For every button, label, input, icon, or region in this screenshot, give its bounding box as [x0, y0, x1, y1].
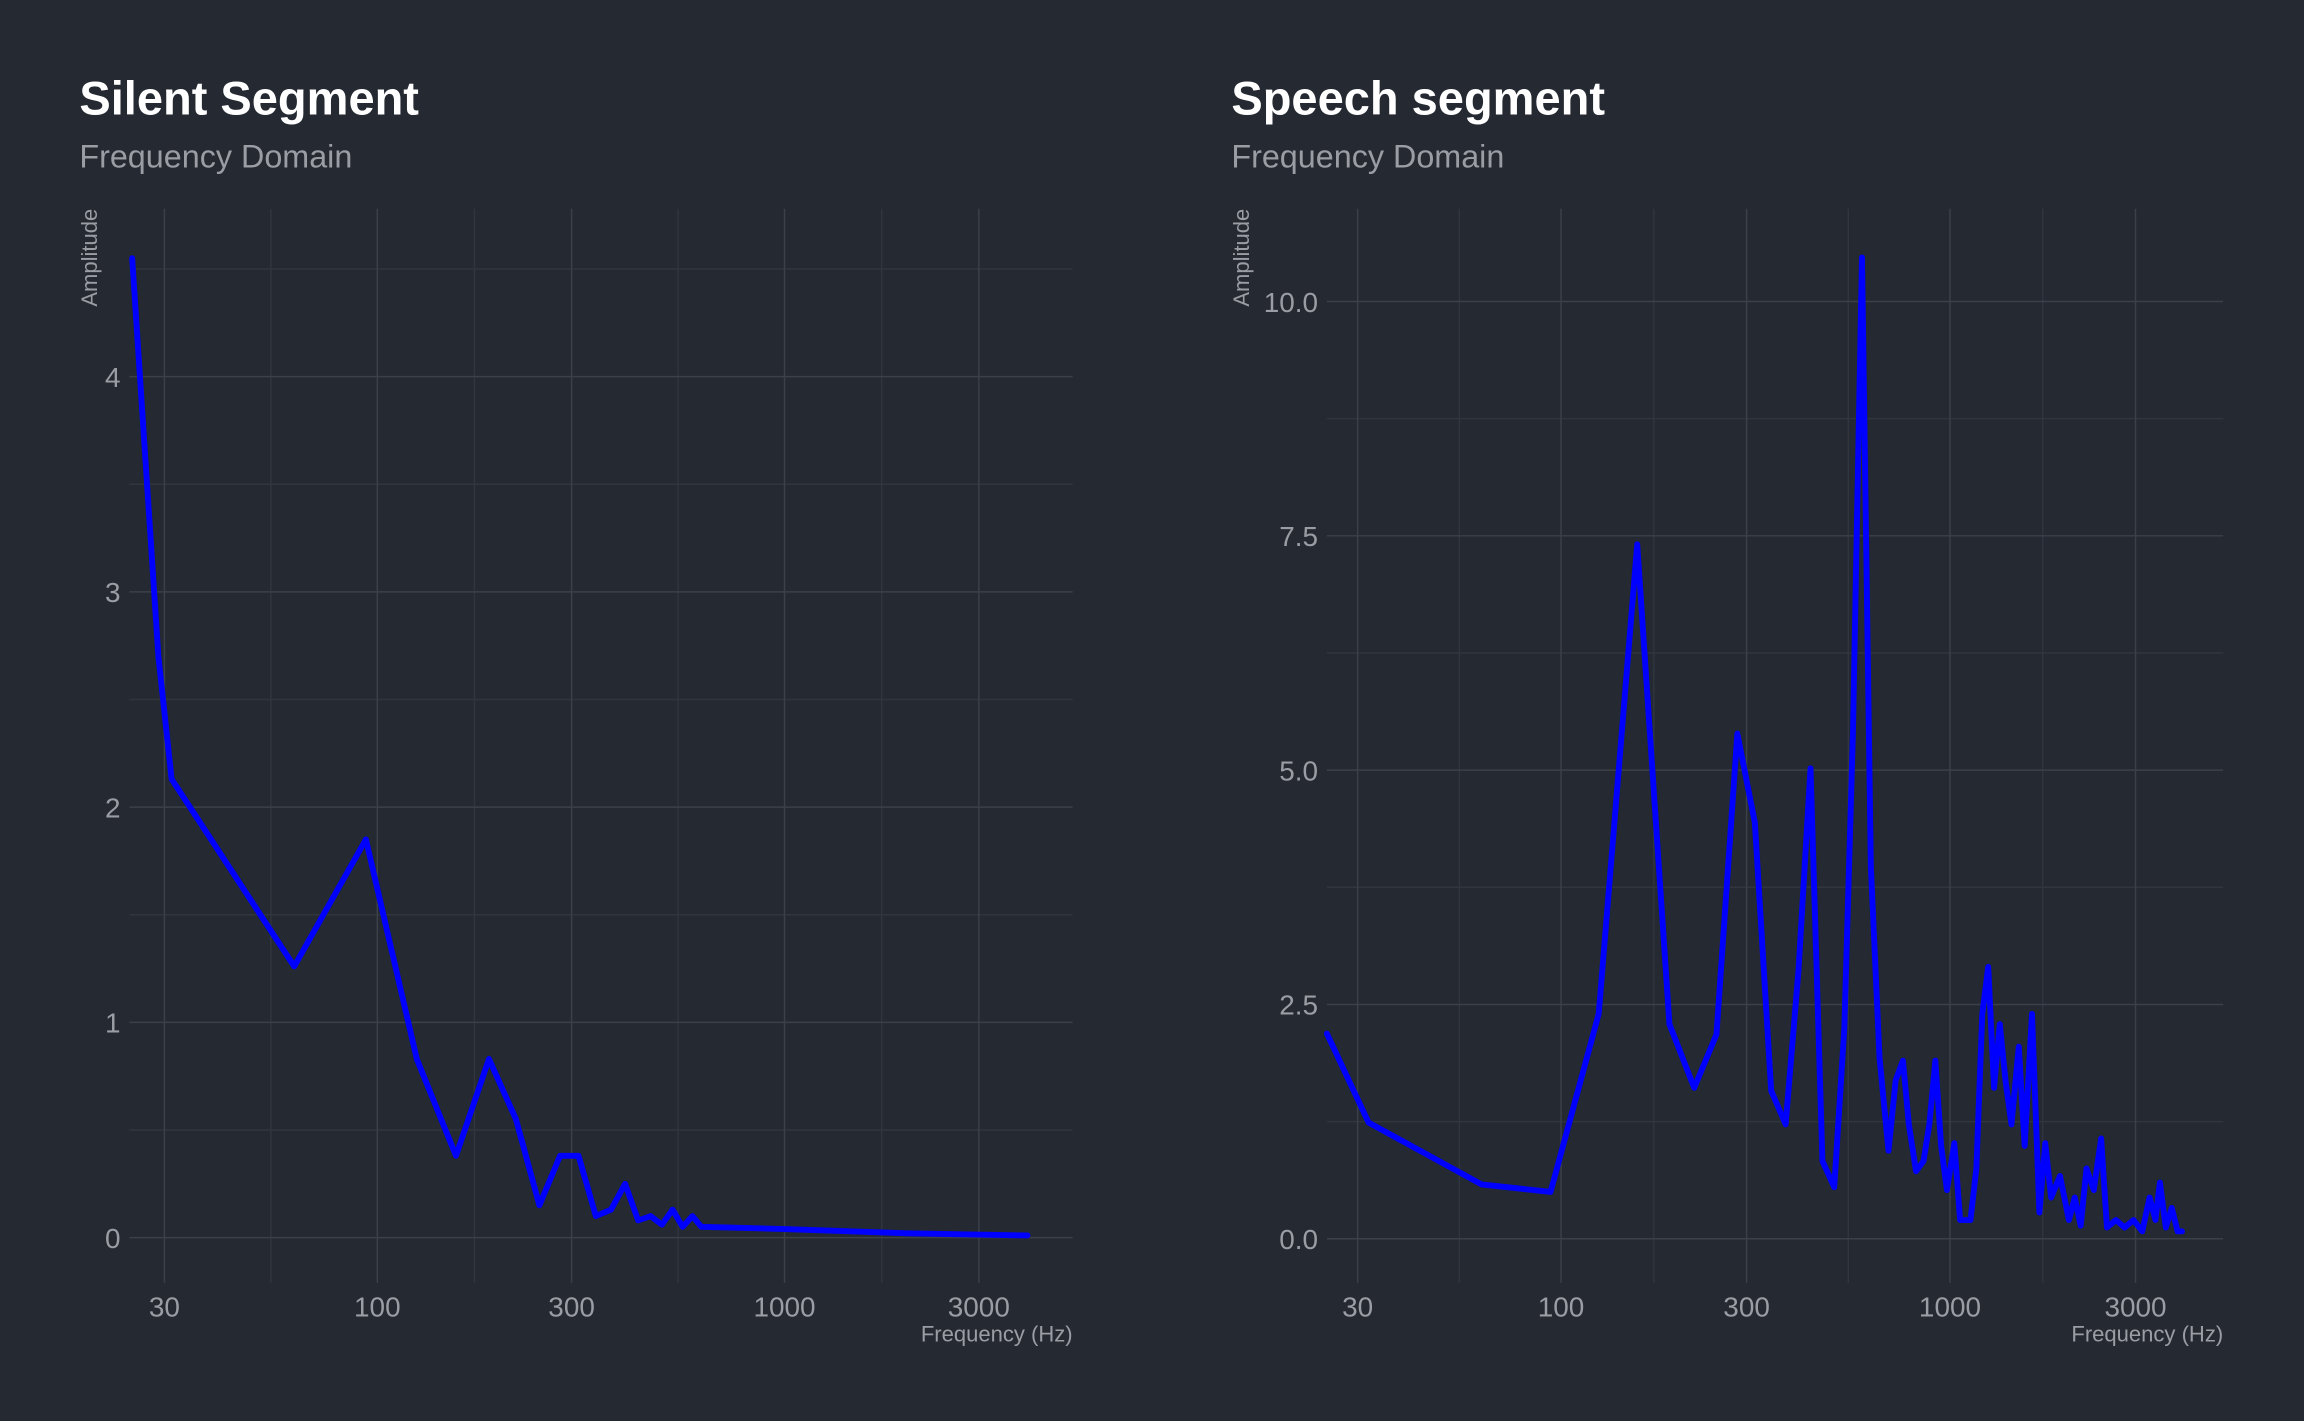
y-tick-label: 3 — [105, 577, 121, 608]
y-tick-label: 4 — [105, 362, 121, 393]
y-axis-title: Amplitude — [77, 209, 102, 307]
spectrum-line — [1323, 254, 2185, 1235]
chart-title: Silent Segment — [79, 72, 419, 125]
y-tick-label: 1 — [105, 1008, 121, 1039]
y-tick-label: 0.0 — [1279, 1224, 1318, 1255]
x-tick-label: 1000 — [1919, 1292, 1981, 1323]
x-tick-label: 300 — [1723, 1292, 1770, 1323]
y-tick-label: 10.0 — [1264, 287, 1318, 318]
chart-panel: Speech segment Frequency Domain 30 100 300 10… — [1229, 72, 2224, 1347]
chart-subtitle: Frequency Domain — [79, 139, 352, 175]
x-tick-label: 1000 — [753, 1292, 815, 1323]
x-tick-label: 30 — [149, 1292, 180, 1323]
y-tick-label: 2.5 — [1279, 990, 1318, 1021]
y-tick-label: 7.5 — [1279, 521, 1318, 552]
y-tick-label: 0 — [105, 1223, 121, 1254]
y-tick-label: 5.0 — [1279, 755, 1318, 786]
x-tick-label: 100 — [1538, 1292, 1585, 1323]
spectrum-line — [129, 255, 1031, 1239]
y-tick-label: 2 — [105, 792, 121, 823]
y-axis-title: Amplitude — [1229, 209, 1254, 307]
x-tick-label: 30 — [1342, 1292, 1373, 1323]
x-tick-label: 300 — [548, 1292, 595, 1323]
x-tick-label: 3000 — [948, 1292, 1010, 1323]
chart-title: Speech segment — [1231, 72, 1605, 125]
x-axis-title: Frequency (Hz) — [921, 1322, 1073, 1347]
x-tick-label: 3000 — [2105, 1292, 2167, 1323]
chart-subtitle: Frequency Domain — [1231, 139, 1504, 175]
x-axis-title: Frequency (Hz) — [2071, 1322, 2223, 1347]
x-tick-label: 100 — [354, 1292, 401, 1323]
